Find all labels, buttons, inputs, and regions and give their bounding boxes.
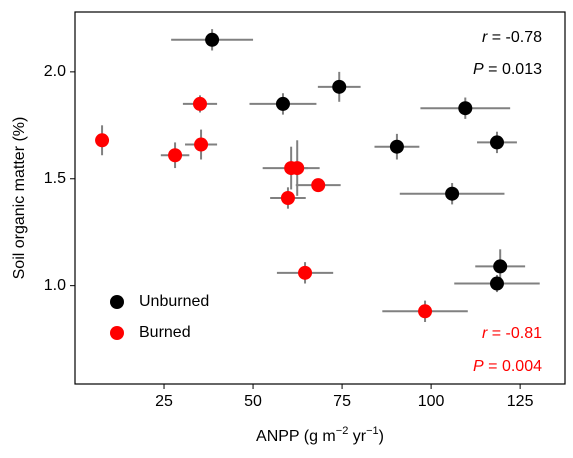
- point: [280, 191, 295, 205]
- point: [298, 265, 313, 280]
- point: [458, 101, 473, 116]
- y-tick-label: 1.5: [44, 170, 66, 187]
- point: [489, 135, 504, 150]
- annotation-var: r: [482, 325, 488, 342]
- y-axis-label: Soil organic matter (%): [11, 117, 28, 280]
- annotation-text: = 0.013: [484, 61, 542, 78]
- x-tick-label: 25: [155, 393, 173, 410]
- plot-frame: [74, 11, 566, 385]
- x-label-part: yr: [348, 428, 366, 445]
- legend-marker: [110, 326, 124, 340]
- annotation-var: P: [473, 61, 484, 78]
- point: [275, 96, 290, 111]
- annotation: P = 0.004: [473, 358, 542, 375]
- x-tick-label: 50: [244, 393, 262, 410]
- point: [194, 137, 209, 152]
- annotation-text: = 0.004: [484, 358, 542, 375]
- x-label-sup: −1: [366, 425, 379, 437]
- x-axis-label: ANPP (g m−2 yr−1): [256, 425, 384, 445]
- point: [489, 276, 504, 291]
- y-tick-label: 2.0: [44, 63, 66, 80]
- point: [418, 304, 433, 319]
- point: [168, 148, 183, 163]
- y-tick-label: 1.0: [44, 277, 66, 294]
- point: [290, 161, 305, 176]
- legend-marker: [110, 295, 124, 309]
- annotation: P = 0.013: [473, 61, 542, 78]
- annotation-var: r: [482, 29, 488, 46]
- x-tick-label: 125: [507, 393, 534, 410]
- x-label-part: ANPP (g m: [256, 428, 336, 445]
- point: [311, 178, 326, 193]
- x-label-sup: −2: [336, 425, 349, 437]
- point: [95, 133, 110, 148]
- legend-label: Unburned: [139, 293, 209, 310]
- point: [493, 259, 508, 274]
- point: [389, 139, 404, 154]
- annotation: r = -0.78: [482, 29, 542, 46]
- x-label-part: ): [379, 428, 384, 445]
- annotation-text: = -0.78: [487, 29, 542, 46]
- annotation-var: P: [473, 358, 484, 375]
- annotation: r = -0.81: [482, 325, 542, 342]
- point: [445, 186, 460, 201]
- annotation-text: = -0.81: [487, 325, 542, 342]
- point: [192, 96, 207, 111]
- point: [332, 79, 347, 94]
- point: [205, 32, 220, 47]
- x-tick-label: 75: [333, 393, 351, 410]
- x-tick-label: 100: [418, 393, 445, 410]
- legend-label: Burned: [139, 324, 191, 341]
